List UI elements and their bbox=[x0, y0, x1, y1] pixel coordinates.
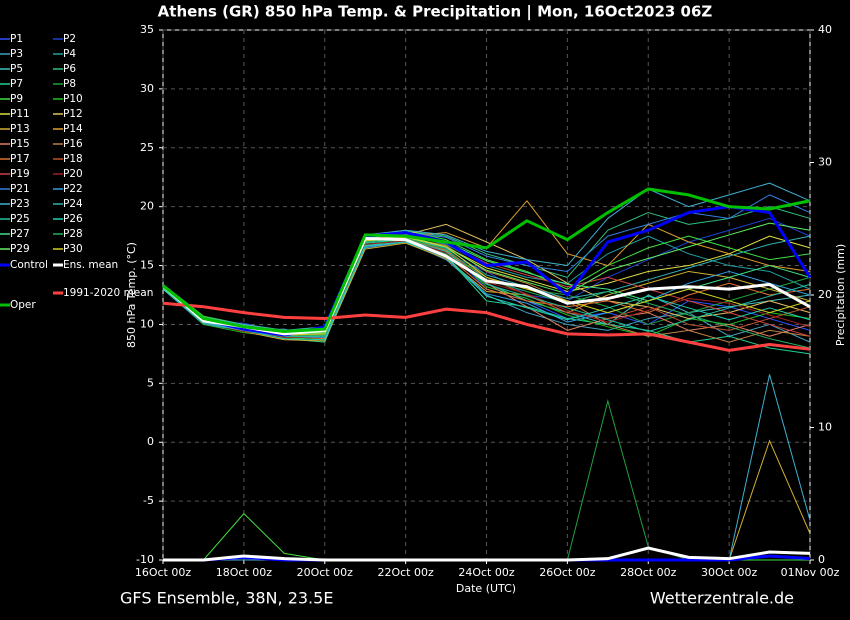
legend-label: P29 bbox=[10, 243, 30, 255]
legend-label: P3 bbox=[10, 48, 23, 60]
x-tick-label: 26Oct 00z bbox=[539, 566, 596, 579]
x-axis-label: Date (UTC) bbox=[456, 582, 516, 595]
legend-label: P18 bbox=[63, 153, 83, 165]
y2-tick-label: 30 bbox=[818, 156, 832, 169]
legend-label: P25 bbox=[10, 213, 30, 225]
y2-tick-label: 0 bbox=[818, 553, 825, 566]
legend-label: P5 bbox=[10, 63, 23, 75]
y-tick-label: 5 bbox=[147, 376, 154, 389]
legend-label: P23 bbox=[10, 198, 30, 210]
legend-label: P30 bbox=[63, 243, 83, 255]
legend-label: P24 bbox=[63, 198, 83, 210]
x-tick-label: 24Oct 00z bbox=[458, 566, 515, 579]
x-tick-label: 01Nov 00z bbox=[781, 566, 840, 579]
legend-label: P13 bbox=[10, 123, 30, 135]
y-tick-label: -10 bbox=[136, 553, 154, 566]
chart-title: Athens (GR) 850 hPa Temp. & Precipitatio… bbox=[158, 3, 713, 22]
legend-label: 1991-2020 mean bbox=[63, 287, 153, 299]
legend-label: P2 bbox=[63, 33, 76, 45]
legend-label: P9 bbox=[10, 93, 23, 105]
y-tick-label: 35 bbox=[140, 23, 154, 36]
legend-label: P26 bbox=[63, 213, 83, 225]
y-tick-label: 20 bbox=[140, 200, 154, 213]
legend-label: P1 bbox=[10, 33, 23, 45]
legend-label: P28 bbox=[63, 228, 83, 240]
y-tick-label: 0 bbox=[147, 435, 154, 448]
temp-line bbox=[162, 241, 811, 341]
y2-tick-label: 20 bbox=[818, 288, 832, 301]
legend-label: P21 bbox=[10, 183, 30, 195]
x-tick-label: 30Oct 00z bbox=[701, 566, 758, 579]
temp-line bbox=[162, 242, 811, 342]
temp-line bbox=[162, 187, 811, 334]
legend-label: P27 bbox=[10, 228, 30, 240]
legend-label: P20 bbox=[63, 168, 83, 180]
y2-tick-label: 10 bbox=[818, 421, 832, 434]
y-tick-label: 25 bbox=[140, 141, 154, 154]
x-tick-label: 20Oct 00z bbox=[297, 566, 354, 579]
legend-label: P8 bbox=[63, 78, 76, 90]
x-tick-label: 16Oct 00z bbox=[135, 566, 192, 579]
y-tick-label: 30 bbox=[140, 82, 154, 95]
footer-site: Wetterzentrale.de bbox=[650, 589, 794, 608]
y-axis-label: 850 hPa Temp. (°C) bbox=[125, 242, 138, 348]
legend-label: P6 bbox=[63, 63, 76, 75]
y-tick-label: -5 bbox=[143, 494, 154, 507]
y2-tick-label: 40 bbox=[818, 23, 832, 36]
footer-source: GFS Ensemble, 38N, 23.5E bbox=[120, 589, 333, 608]
y2-axis-label: Precipitation (mm) bbox=[834, 244, 847, 346]
legend-label: P16 bbox=[63, 138, 83, 150]
temp-line bbox=[162, 301, 811, 352]
x-tick-label: 18Oct 00z bbox=[216, 566, 273, 579]
temp-line bbox=[162, 236, 811, 336]
legend-label: Ens. mean bbox=[63, 259, 118, 271]
legend-label: P7 bbox=[10, 78, 23, 90]
precip-line bbox=[163, 546, 811, 562]
temp-line bbox=[162, 205, 812, 337]
legend-label: P19 bbox=[10, 168, 30, 180]
legend-label: P22 bbox=[63, 183, 83, 195]
legend-label: P17 bbox=[10, 153, 30, 165]
x-tick-label: 28Oct 00z bbox=[620, 566, 677, 579]
legend-label: P15 bbox=[10, 138, 30, 150]
legend-label: Oper bbox=[10, 299, 36, 311]
y-tick-label: 10 bbox=[140, 317, 154, 330]
x-tick-label: 22Oct 00z bbox=[377, 566, 434, 579]
legend-label: P14 bbox=[63, 123, 83, 135]
legend-label: P11 bbox=[10, 108, 30, 120]
legend-label: P4 bbox=[63, 48, 76, 60]
legend-label: P12 bbox=[63, 108, 83, 120]
legend-label: P10 bbox=[63, 93, 83, 105]
precip-line bbox=[163, 374, 811, 561]
legend-label: Control bbox=[10, 259, 48, 271]
y-tick-label: 15 bbox=[140, 259, 154, 272]
temp-line bbox=[162, 182, 811, 331]
